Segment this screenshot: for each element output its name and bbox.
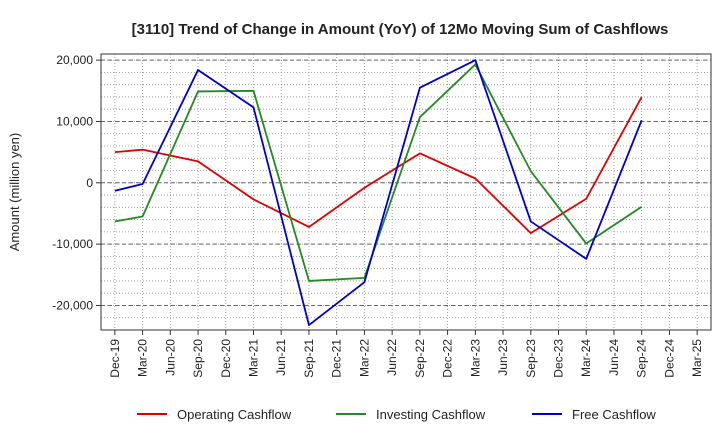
x-tick-label: Sep-20 [191, 339, 205, 378]
legend: Operating Cashflow Investing Cashflow Free… [137, 407, 656, 422]
x-tick-label: Dec-19 [108, 339, 122, 378]
x-tick-label: Mar-25 [690, 339, 704, 377]
legend-label-free-cashflow: Free Cashflow [572, 407, 656, 422]
y-axis: 20,000 10,000 0 -10,000 -20,000 [52, 53, 101, 312]
x-tick-label: Jun-20 [163, 339, 177, 376]
x-axis: Dec-19 Mar-20 Jun-20 Sep-20 Dec-20 Mar-21 Jun-… [108, 330, 704, 378]
x-tick-label: Jun-23 [496, 339, 510, 376]
x-tick-label: Dec-23 [552, 339, 566, 378]
x-tick-label: Jun-22 [385, 339, 399, 376]
x-tick-label: Jun-21 [274, 339, 288, 376]
grid [101, 54, 711, 331]
y-tick-label: 20,000 [56, 53, 93, 67]
x-tick-label: Mar-21 [247, 339, 261, 377]
x-tick-label: Sep-22 [413, 339, 427, 378]
legend-label-operating-cashflow: Operating Cashflow [177, 407, 292, 422]
x-tick-label: Jun-24 [607, 339, 621, 376]
y-tick-label: 10,000 [56, 114, 93, 128]
chart-title: [3110] Trend of Change in Amount (YoY) o… [132, 21, 669, 38]
series-line-free-cashflow [114, 59, 643, 326]
x-tick-label: Sep-24 [635, 339, 649, 378]
series-lines [114, 59, 643, 326]
x-tick-label: Mar-23 [468, 339, 482, 377]
x-tick-label: Dec-24 [662, 339, 676, 378]
y-axis-label: Amount (million yen) [7, 133, 22, 252]
x-tick-label: Dec-20 [219, 339, 233, 378]
legend-label-investing-cashflow: Investing Cashflow [376, 407, 486, 422]
x-tick-label: Mar-20 [136, 339, 150, 377]
series-line-operating-cashflow [114, 96, 643, 234]
x-tick-label: Sep-23 [524, 339, 538, 378]
y-tick-label: 0 [86, 176, 93, 190]
x-tick-label: Mar-24 [579, 339, 593, 377]
x-tick-label: Mar-22 [357, 339, 371, 377]
x-tick-label: Dec-22 [441, 339, 455, 378]
plot-area-frame [100, 53, 712, 331]
y-tick-label: -10,000 [52, 237, 93, 251]
series-line-investing-cashflow [114, 63, 643, 282]
x-tick-label: Sep-21 [302, 339, 316, 378]
x-tick-label: Dec-21 [330, 339, 344, 378]
y-tick-label: -20,000 [52, 298, 93, 312]
